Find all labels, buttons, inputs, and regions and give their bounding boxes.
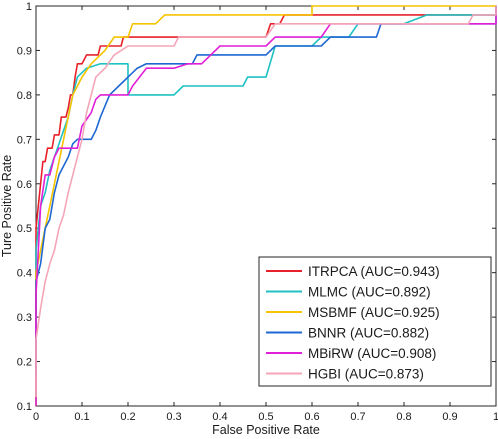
y-tick-label: 1 (26, 1, 32, 13)
x-tick-label: 1 (493, 411, 498, 423)
x-axis-title: False Positive Rate (212, 423, 320, 437)
legend-label: ITRPCA (AUC=0.943) (308, 264, 440, 279)
y-axis-title: Ture Positive Rate (0, 155, 14, 257)
legend-label: MBiRW (AUC=0.908) (308, 346, 436, 361)
x-tick-label: 0.1 (74, 411, 89, 423)
x-tick-label: 0 (33, 411, 39, 423)
x-tick-label: 0.9 (442, 411, 457, 423)
y-tick-label: 0.3 (17, 312, 32, 324)
y-tick-label: 0.9 (17, 45, 32, 57)
y-tick-label: 0.4 (17, 268, 32, 280)
legend-label: MSBMF (AUC=0.925) (308, 305, 440, 320)
series-line-2 (35, 5, 496, 406)
series-line-4 (35, 6, 497, 406)
x-tick-label: 0.4 (212, 411, 227, 423)
y-tick-label: 0.7 (17, 134, 32, 146)
x-tick-label: 0.6 (304, 411, 319, 423)
y-tick-label: 0.8 (17, 90, 32, 102)
y-tick-label: 0.6 (17, 179, 32, 191)
x-tick-label: 0.7 (350, 411, 365, 423)
y-axis-ticks: 0.1 0.2 0.3 0.4 0.5 0.6 0.7 0.8 0.9 1 (17, 1, 496, 413)
x-tick-label: 0.8 (396, 411, 411, 423)
legend-label: BNNR (AUC=0.882) (308, 326, 429, 341)
y-tick-label: 0.2 (17, 357, 32, 369)
legend-label: MLMC (AUC=0.892) (308, 285, 431, 300)
x-tick-label: 0.2 (120, 411, 135, 423)
legend: ITRPCA (AUC=0.943) MLMC (AUC=0.892) MSBMF … (258, 256, 492, 387)
series-line-5 (35, 6, 497, 398)
x-axis-ticks: 0 0.1 0.2 0.3 0.4 0.5 0.6 0.7 0.8 0.9 1 (33, 6, 498, 423)
x-tick-label: 0.5 (258, 411, 273, 423)
legend-label: HGBI (AUC=0.873) (308, 367, 424, 382)
x-tick-label: 0.3 (166, 411, 181, 423)
legend-box (258, 256, 492, 387)
y-tick-label: 0.1 (17, 401, 32, 413)
y-tick-label: 0.5 (17, 223, 32, 235)
series-layer (35, 5, 497, 406)
